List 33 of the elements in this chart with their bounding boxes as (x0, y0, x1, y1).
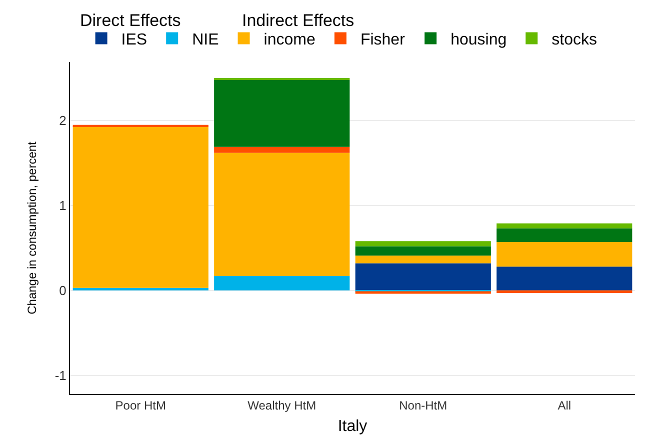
bar (214, 276, 350, 290)
bar (355, 246, 491, 256)
y-tick-label: 1 (59, 198, 66, 214)
bar (496, 290, 632, 293)
bar (355, 256, 491, 264)
legend-label: NIE (192, 32, 219, 48)
x-tick-label: Poor HtM (115, 398, 166, 412)
bar (496, 266, 632, 290)
legend-label: housing (450, 32, 507, 48)
x-tick-label: Wealthy HtM (248, 398, 316, 412)
legend-label: stocks (552, 32, 597, 48)
y-tick-label: 0 (59, 282, 66, 298)
legend-label: income (264, 32, 316, 48)
bar (72, 288, 208, 290)
bar (496, 223, 632, 228)
text: Direct Effects (80, 11, 181, 30)
bar (72, 126, 208, 288)
y-tick-label: 2 (59, 113, 66, 128)
x-axis-title: Italy (338, 418, 368, 436)
bar (496, 242, 632, 267)
bar (496, 228, 632, 242)
bar (214, 146, 350, 153)
text: Indirect Effects (242, 11, 354, 30)
bar (355, 241, 491, 246)
bar (214, 152, 350, 276)
legend-label: Fisher (360, 32, 406, 48)
x-tick-label: Non-HtM (399, 398, 448, 412)
x-tick-label: All (558, 398, 572, 412)
legend-label: IES (121, 32, 148, 48)
bar (214, 80, 350, 147)
bar (355, 263, 491, 290)
y-tick-label: -1 (54, 368, 66, 383)
y-axis-title: Change in consumption, percent (25, 140, 39, 314)
